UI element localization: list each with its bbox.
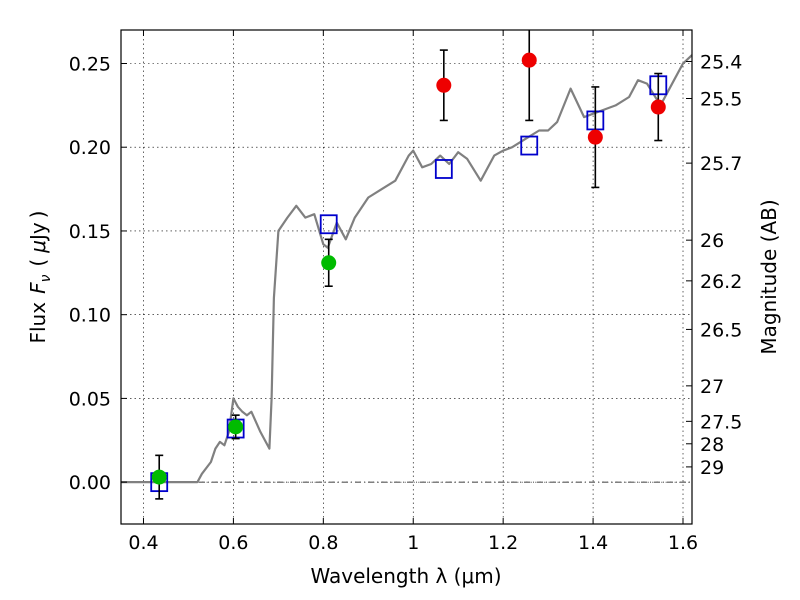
y2-tick-label: 25.5 [700, 88, 742, 110]
model-spectrum-line [121, 54, 692, 484]
y2-tick-label: 26.2 [700, 271, 742, 293]
plot-frame [120, 29, 693, 525]
x-tick-label: 1.2 [488, 532, 518, 554]
y2-tick-label: 27 [700, 376, 724, 398]
y2-axis-label: Magnitude (AB) [757, 199, 781, 354]
y-tick-label: 0.10 [69, 305, 111, 327]
x-axis-label: Wavelength λ (μm) [310, 564, 501, 588]
y-label-jy: Jy [26, 222, 50, 242]
y2-tick-label: 25.7 [700, 153, 742, 175]
y2-tick-label: 27.5 [700, 411, 742, 433]
y-axis-label: Flux Fν ( μJy) [26, 210, 54, 343]
y2-tick-label: 25.4 [700, 51, 742, 73]
x-tick-label: 0.4 [128, 532, 158, 554]
model-photometry-square [520, 135, 539, 156]
grid-lines [121, 30, 692, 524]
observed-flux-point [521, 52, 537, 68]
y-label-flux: Flux [26, 302, 50, 344]
y-tick-label: 0.15 [69, 221, 111, 243]
x-tick-label: 0.6 [218, 532, 248, 554]
y2-tick-label: 26 [700, 230, 724, 252]
y-tick-label: 0.25 [69, 53, 111, 75]
axis-ticks: 0.4 0.6 0.8 1 1.2 1.4 1.6 0.00 0.05 0.10 0.15 0.20 0… [69, 30, 742, 554]
y-tick-label: 0.05 [69, 388, 111, 410]
observed-flux-point [436, 77, 452, 93]
observed-flux-point [587, 129, 603, 145]
y-label-nu: ν [38, 274, 54, 282]
y2-tick-label: 26.5 [700, 319, 742, 341]
model-photometry-square [434, 159, 453, 179]
y-label-mu: μ [26, 240, 50, 254]
x-tick-label: 0.8 [308, 532, 338, 554]
observed-flux-point [228, 419, 244, 435]
x-tick-label: 1.6 [668, 532, 698, 554]
observed-flux-point [650, 99, 666, 115]
x-tick-label: 1 [407, 532, 419, 554]
model-photometry-square [319, 214, 338, 235]
y-tick-label: 0.20 [69, 137, 111, 159]
plot-content [121, 30, 692, 500]
x-tick-label: 1.4 [578, 532, 608, 554]
y-label-open-paren: ( [26, 259, 50, 267]
observed-flux-point [151, 469, 167, 485]
y-label-f: F [26, 282, 50, 294]
y-label-close-paren: ) [26, 210, 50, 218]
y-tick-label: 0.00 [69, 472, 111, 494]
y2-tick-label: 29 [700, 457, 724, 479]
observed-flux-point [321, 255, 337, 271]
y2-tick-label: 28 [700, 434, 724, 456]
